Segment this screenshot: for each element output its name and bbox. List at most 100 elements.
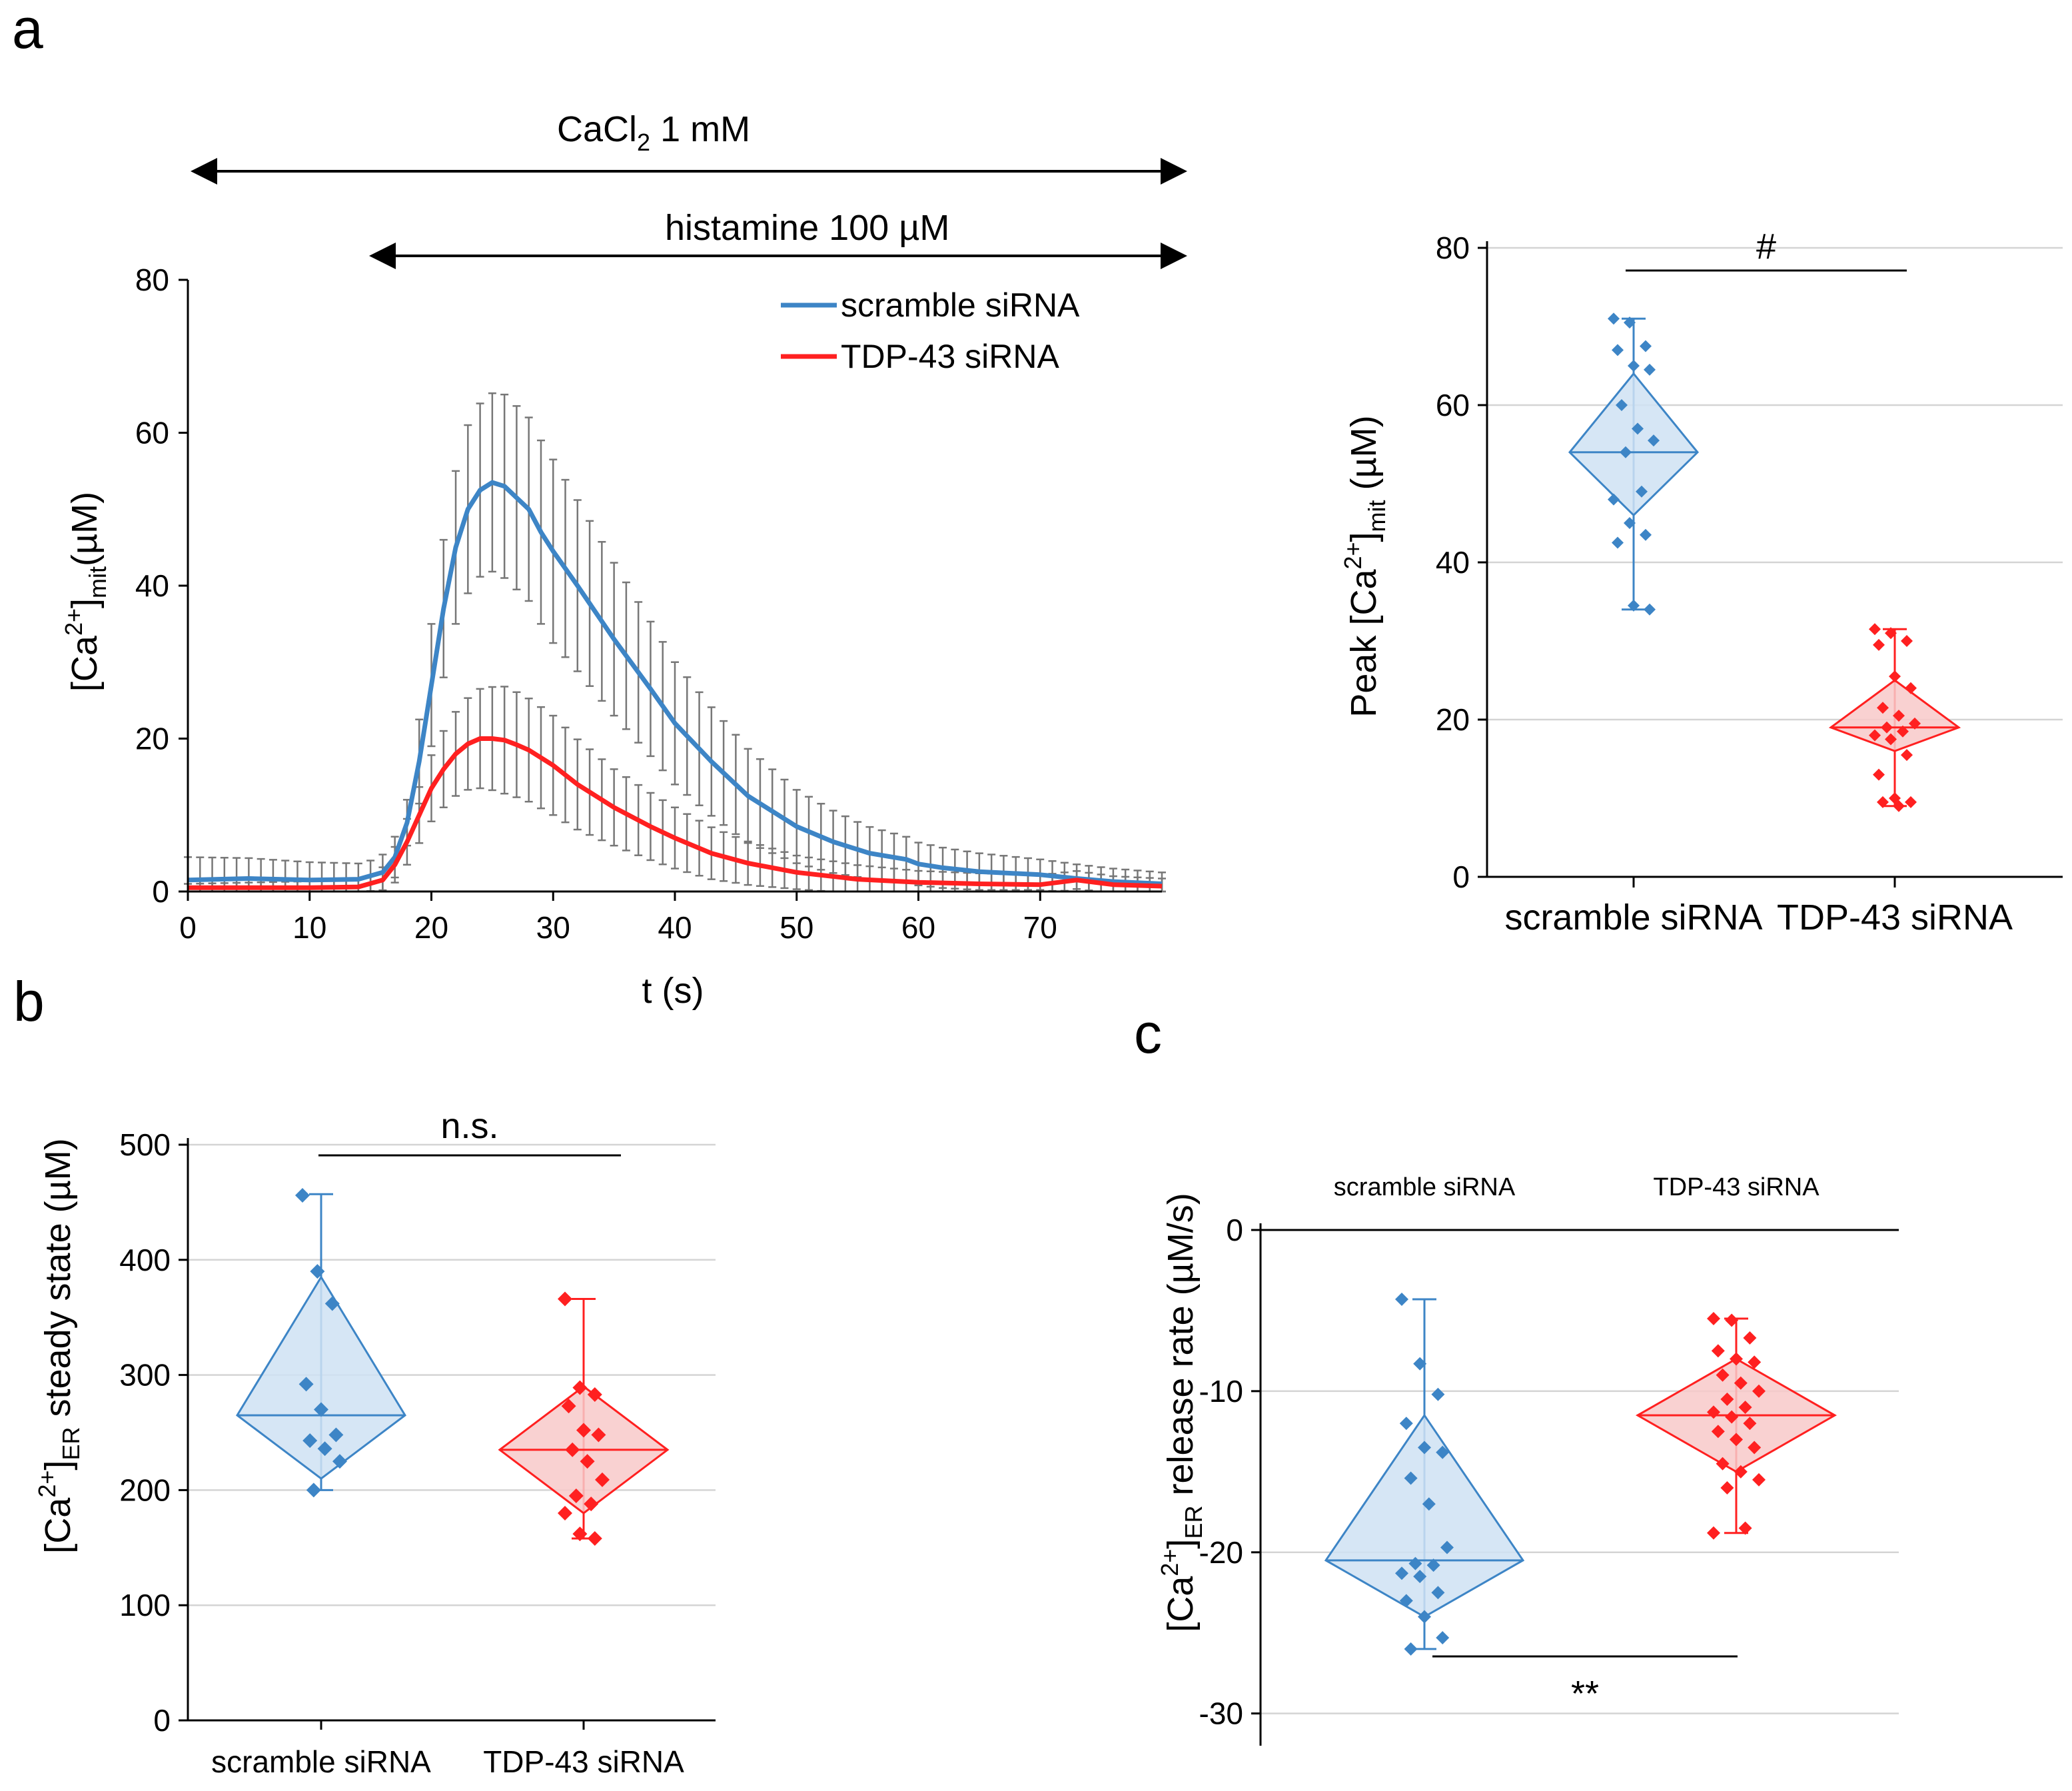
data-point — [1608, 493, 1620, 506]
data-point — [1869, 623, 1881, 636]
diamond-box — [1568, 372, 1700, 517]
steady-state-y-axis-label: [Ca2+]ER steady state (µM) — [33, 1138, 85, 1553]
y-tick-label: 40 — [1436, 545, 1470, 580]
data-point — [580, 1454, 595, 1469]
data-point — [1620, 446, 1632, 458]
data-point — [1640, 528, 1652, 541]
data-point — [302, 1433, 318, 1449]
data-point — [1644, 603, 1656, 616]
y-tick-label: 100 — [119, 1588, 171, 1622]
y-tick-label: 300 — [119, 1358, 171, 1393]
y-tick-label: 200 — [119, 1473, 171, 1507]
legend-label-tdp43: TDP-43 siRNA — [841, 338, 1059, 375]
significance-label: n.s. — [440, 1106, 498, 1146]
category-label: scramble siRNA — [211, 1744, 431, 1779]
data-point — [1901, 749, 1913, 762]
data-point — [310, 1264, 325, 1279]
data-point — [576, 1423, 591, 1438]
data-point — [1640, 340, 1652, 352]
histamine-label: histamine 100 µM — [665, 208, 949, 248]
data-point — [1408, 1556, 1422, 1570]
x-axis-label: t (s) — [642, 971, 704, 1011]
release-rate-y-axis-label: [Ca2+]ER release rate (µM/s) — [1156, 1193, 1207, 1632]
data-point — [1752, 1473, 1766, 1487]
category-label: scramble siRNA — [1504, 897, 1762, 937]
data-point — [1395, 1293, 1408, 1307]
data-point — [1431, 1586, 1445, 1600]
data-point — [1730, 1352, 1743, 1366]
data-point — [1873, 768, 1885, 781]
time-course-chart: CaCl2 1 mM histamine 100 µM 0 10 20 30 40 50 6… — [60, 109, 1187, 1011]
data-point — [1889, 670, 1901, 683]
data-point — [1707, 1312, 1720, 1326]
x-tick-label: 40 — [658, 910, 692, 945]
y-tick-label: 60 — [1436, 388, 1470, 422]
data-point — [1436, 1630, 1450, 1644]
y-tick-label: 400 — [119, 1243, 171, 1277]
data-point — [1720, 1392, 1734, 1406]
x-tick-label: 30 — [536, 910, 570, 945]
data-point — [1748, 1355, 1762, 1369]
data-point — [1720, 1481, 1734, 1494]
y-tick-label: 0 — [153, 1703, 171, 1738]
data-point — [584, 1496, 599, 1512]
y-tick-label: 0 — [1452, 860, 1470, 894]
data-point — [568, 1489, 584, 1504]
data-point — [1738, 1521, 1752, 1535]
x-tick-label: 10 — [292, 910, 326, 945]
y-tick-label: 0 — [1226, 1213, 1243, 1247]
data-point — [1893, 800, 1905, 812]
data-point — [328, 1427, 344, 1443]
data-point — [1748, 1441, 1762, 1455]
diamond-box — [236, 1275, 406, 1480]
data-point — [1905, 796, 1917, 808]
data-point — [1725, 1410, 1739, 1424]
data-point — [595, 1472, 610, 1487]
data-point — [1616, 399, 1628, 411]
y-tick-label: 80 — [135, 263, 169, 297]
panel-label-a: a — [12, 0, 43, 60]
data-point — [1612, 344, 1624, 356]
data-point — [1901, 635, 1913, 647]
category-label: TDP-43 siRNA — [1653, 1173, 1819, 1201]
data-point — [561, 1399, 576, 1414]
series-line-scramble — [187, 480, 1163, 886]
x-tick-label: 50 — [779, 910, 813, 945]
data-point — [1422, 1497, 1436, 1511]
peak-y-axis-label: Peak [Ca2+]mit (µM) — [1339, 415, 1390, 717]
y-tick-label: 500 — [119, 1127, 171, 1162]
data-point — [1730, 1433, 1743, 1447]
series-lines — [187, 480, 1163, 890]
data-point — [1725, 1313, 1739, 1327]
data-point — [1413, 1570, 1427, 1584]
data-point — [1877, 702, 1889, 714]
data-point — [1612, 536, 1624, 549]
data-point — [1707, 1405, 1720, 1419]
y-tick-label: 40 — [135, 568, 169, 603]
data-point — [558, 1505, 572, 1520]
data-point — [1436, 1445, 1450, 1459]
y-tick-label: -30 — [1199, 1696, 1243, 1731]
data-point — [1885, 627, 1897, 640]
data-point — [591, 1427, 606, 1443]
y-tick-label: -10 — [1199, 1374, 1243, 1409]
data-point — [1869, 729, 1881, 742]
data-point — [1734, 1465, 1748, 1479]
y-tick-label: 20 — [1436, 702, 1470, 737]
data-point — [1431, 1387, 1445, 1401]
data-point — [1624, 517, 1636, 529]
data-point — [1885, 733, 1897, 746]
cacl2-label: CaCl2 1 mM — [557, 109, 750, 156]
data-point — [587, 1387, 602, 1402]
data-point — [1418, 1610, 1431, 1624]
category-label: scramble siRNA — [1334, 1173, 1516, 1201]
data-point — [1711, 1344, 1725, 1358]
data-point — [1881, 721, 1893, 734]
significance-label: # — [1756, 227, 1776, 267]
er-steady-state-chart: [Ca2+]ER steady state (µM) 0 100 200 300 400… — [33, 1106, 716, 1779]
data-point — [295, 1188, 310, 1203]
er-release-rate-chart: [Ca2+]ER release rate (µM/s) 0 -10 -20 -30 s… — [1156, 1173, 1899, 1746]
y-tick-label: -20 — [1199, 1535, 1243, 1570]
data-point — [1905, 682, 1917, 694]
